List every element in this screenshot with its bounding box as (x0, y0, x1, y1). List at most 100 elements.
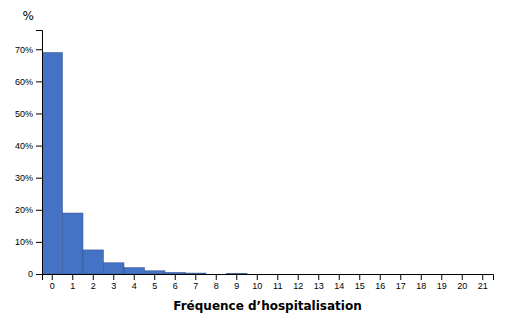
x-tick-mark (400, 274, 401, 280)
bar (370, 274, 391, 275)
bar (452, 274, 473, 275)
x-axis: 0123456789101112131415161718192021 (43, 274, 494, 291)
y-tick-label: 60% (15, 77, 33, 87)
y-tick: 10% (15, 237, 42, 247)
x-tick: 11 (273, 274, 282, 291)
x-tick-mark (298, 274, 299, 280)
bar (309, 274, 330, 275)
x-tick: 16 (375, 274, 385, 291)
bar (83, 250, 104, 274)
x-tick: 12 (293, 274, 303, 291)
y-tick-mark (36, 49, 42, 50)
bar (186, 273, 207, 274)
x-tick: 2 (91, 274, 96, 291)
x-tick: 13 (314, 274, 324, 291)
x-tick-mark (462, 274, 463, 280)
x-tick-mark (277, 274, 278, 280)
x-tick-mark (154, 274, 155, 280)
x-tick-label: 8 (214, 281, 219, 291)
bar (124, 268, 145, 274)
x-tick: 18 (416, 274, 426, 291)
x-tick: 5 (152, 274, 157, 291)
x-tick-label: 13 (314, 281, 324, 291)
x-tick: 15 (355, 274, 365, 291)
bar (165, 272, 186, 274)
x-tick-mark (93, 274, 94, 280)
x-tick: 7 (193, 274, 198, 291)
bar (432, 274, 453, 275)
x-tick: 3 (111, 274, 116, 291)
x-tick-mark (236, 274, 237, 280)
y-tick-mark (36, 210, 42, 211)
x-tick: 20 (457, 274, 467, 291)
bar (63, 213, 84, 274)
x-tick-label: 17 (396, 281, 406, 291)
x-tick-mark (72, 274, 73, 280)
x-tick-mark (482, 274, 483, 280)
bar (206, 274, 227, 275)
bar (247, 274, 268, 275)
x-tick-label: 20 (457, 281, 467, 291)
bar (104, 263, 125, 274)
x-tick-label: 18 (416, 281, 426, 291)
y-tick: 40% (15, 141, 42, 151)
x-tick-label: 5 (152, 281, 157, 291)
bar (227, 273, 248, 274)
y-tick-mark (36, 178, 42, 179)
x-tick: 21 (478, 274, 488, 291)
x-tick-label: 2 (91, 281, 96, 291)
x-tick-label: 16 (375, 281, 385, 291)
bar (391, 274, 412, 275)
y-tick: 0 (28, 269, 42, 279)
y-axis: 010%20%30%40%50%60%70% (15, 31, 43, 280)
bar (350, 274, 371, 275)
x-tick-mark (441, 274, 442, 280)
x-tick-label: 4 (132, 281, 137, 291)
x-tick-mark (380, 274, 381, 280)
bars (42, 52, 247, 274)
x-tick-mark (421, 274, 422, 280)
x-tick-label: 14 (334, 281, 344, 291)
x-tick-label: 21 (478, 281, 488, 291)
chart: 0123456789101112131415161718192021010%20… (0, 0, 507, 320)
x-tick-mark (195, 274, 196, 280)
y-tick: 30% (15, 173, 42, 183)
x-tick-mark (175, 274, 176, 280)
x-tick: 17 (396, 274, 406, 291)
y-tick-mark (36, 81, 42, 82)
bar (288, 274, 309, 275)
x-tick-mark (318, 274, 319, 280)
bar (473, 274, 494, 275)
x-tick-label: 11 (273, 281, 282, 291)
x-tick: 8 (214, 274, 219, 291)
y-tick-label: 20% (15, 205, 33, 215)
x-tick-mark (359, 274, 360, 280)
x-tick-label: 19 (437, 281, 447, 291)
x-tick-mark (52, 274, 53, 280)
x-tick: 1 (70, 274, 75, 291)
y-tick: 20% (15, 205, 42, 215)
x-tick-label: 3 (111, 281, 116, 291)
y-tick-label: 30% (15, 173, 33, 183)
y-tick-label: 40% (15, 141, 33, 151)
x-tick-mark (216, 274, 217, 280)
y-tick-label: 10% (15, 237, 33, 247)
y-tick-mark (36, 146, 42, 147)
bar (42, 52, 63, 274)
x-tick-mark (257, 274, 258, 280)
plot: 0123456789101112131415161718192021010%20… (15, 31, 494, 292)
x-tick: 14 (334, 274, 344, 291)
x-tick: 0 (50, 274, 55, 291)
y-tick: 70% (15, 45, 42, 55)
x-tick: 4 (132, 274, 137, 291)
y-tick-label: 70% (15, 45, 33, 55)
bar (145, 271, 166, 274)
x-tick-mark (339, 274, 340, 280)
x-axis-title: Fréquence d’hospitalisation (173, 299, 361, 313)
bar (411, 274, 432, 275)
y-tick-mark (36, 113, 42, 114)
x-tick: 6 (173, 274, 178, 291)
x-tick-mark (113, 274, 114, 280)
x-tick: 10 (252, 274, 262, 291)
x-tick-label: 6 (173, 281, 178, 291)
